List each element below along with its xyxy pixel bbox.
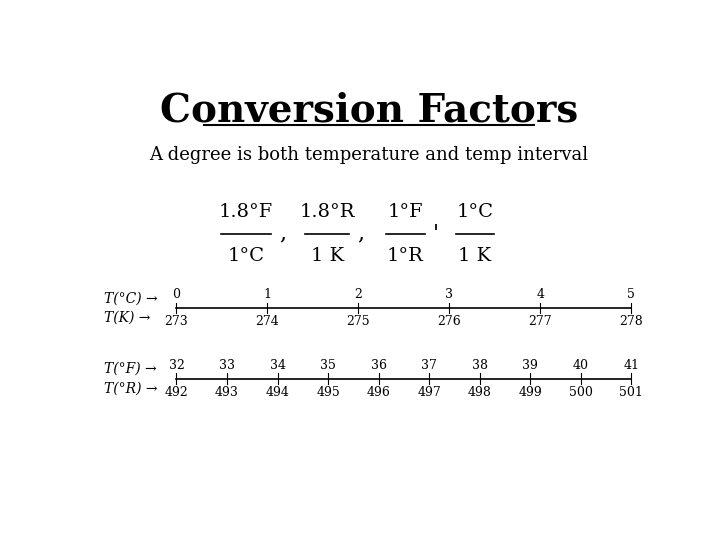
Text: T(K) →: T(K) → <box>104 310 150 325</box>
Text: 493: 493 <box>215 386 239 399</box>
Text: 494: 494 <box>266 386 289 399</box>
Text: 2: 2 <box>354 288 362 301</box>
Text: 40: 40 <box>572 359 589 372</box>
Text: 1: 1 <box>264 288 271 301</box>
Text: 1°R: 1°R <box>387 247 423 265</box>
Text: 36: 36 <box>371 359 387 372</box>
Text: 33: 33 <box>219 359 235 372</box>
Text: 38: 38 <box>472 359 487 372</box>
Text: ': ' <box>433 223 439 245</box>
Text: 498: 498 <box>468 386 492 399</box>
Text: 37: 37 <box>421 359 437 372</box>
Text: 41: 41 <box>624 359 639 372</box>
Text: 495: 495 <box>316 386 340 399</box>
Text: 275: 275 <box>346 315 370 328</box>
Text: 0: 0 <box>173 288 181 301</box>
Text: 492: 492 <box>165 386 189 399</box>
Text: T(°F) →: T(°F) → <box>104 362 156 376</box>
Text: 278: 278 <box>619 315 643 328</box>
Text: 1°C: 1°C <box>228 247 265 265</box>
Text: A degree is both temperature and temp interval: A degree is both temperature and temp in… <box>150 146 588 164</box>
Text: 500: 500 <box>569 386 593 399</box>
Text: 35: 35 <box>320 359 336 372</box>
Text: ,: , <box>357 223 364 245</box>
Text: 276: 276 <box>438 315 462 328</box>
Text: 273: 273 <box>165 315 189 328</box>
Text: 496: 496 <box>366 386 390 399</box>
Text: 501: 501 <box>619 386 643 399</box>
Text: 274: 274 <box>256 315 279 328</box>
Text: Conversion Factors: Conversion Factors <box>160 92 578 130</box>
Text: 1°C: 1°C <box>456 202 493 221</box>
Text: 3: 3 <box>446 288 454 301</box>
Text: 34: 34 <box>269 359 286 372</box>
Text: T(°C) →: T(°C) → <box>104 292 158 306</box>
Text: T(°R) →: T(°R) → <box>104 381 158 395</box>
Text: ,: , <box>279 223 286 245</box>
Text: 39: 39 <box>522 359 538 372</box>
Text: 1 K: 1 K <box>310 247 343 265</box>
Text: 5: 5 <box>627 288 635 301</box>
Text: 1°F: 1°F <box>387 202 423 221</box>
Text: 32: 32 <box>168 359 184 372</box>
Text: 277: 277 <box>528 315 552 328</box>
Text: 497: 497 <box>418 386 441 399</box>
Text: 1.8°F: 1.8°F <box>219 202 274 221</box>
Text: 1.8°R: 1.8°R <box>300 202 355 221</box>
Text: 1 K: 1 K <box>459 247 492 265</box>
Text: 499: 499 <box>518 386 542 399</box>
Text: 4: 4 <box>536 288 544 301</box>
